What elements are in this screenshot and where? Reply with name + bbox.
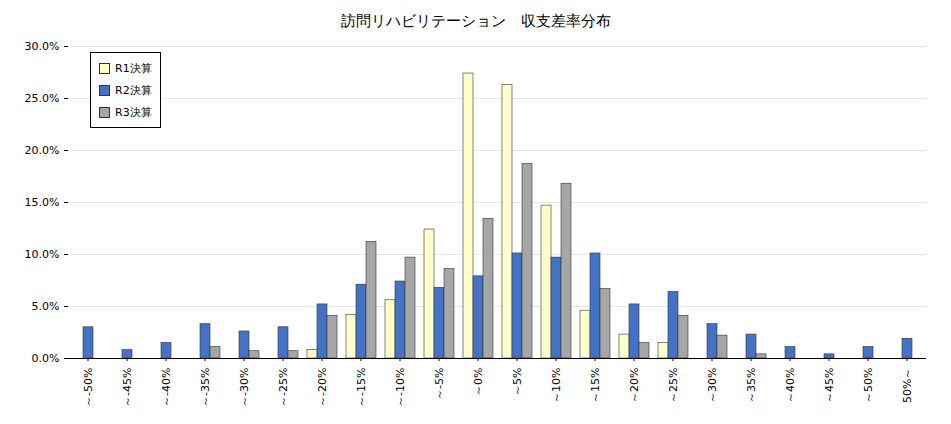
svg-text:～15%: ～15% — [589, 368, 602, 403]
svg-text:～-30%: ～-30% — [238, 368, 251, 407]
svg-text:～0%: ～0% — [472, 368, 485, 396]
svg-text:0.0%: 0.0% — [32, 352, 60, 365]
svg-text:～25%: ～25% — [667, 368, 680, 403]
svg-text:～45%: ～45% — [823, 368, 836, 403]
svg-text:～-45%: ～-45% — [121, 368, 134, 407]
svg-text:30.0%: 30.0% — [25, 40, 60, 53]
svg-text:20.0%: 20.0% — [25, 144, 60, 157]
html-text:訪問リハビリテーション 収支差率分布: 訪問リハビリテーション 収支差率分布 — [340, 12, 611, 30]
svg-text:～20%: ～20% — [628, 368, 641, 403]
svg-text:～30%: ～30% — [706, 368, 719, 403]
svg-text:～50%: ～50% — [862, 368, 875, 403]
svg-text:～-50%: ～-50% — [82, 368, 95, 407]
svg-text:25.0%: 25.0% — [25, 92, 60, 105]
svg-text:～-40%: ～-40% — [160, 368, 173, 407]
svg-text:～40%: ～40% — [784, 368, 797, 403]
svg-text:～-5%: ～-5% — [433, 368, 446, 400]
html-text:R3決算: R3決算 — [115, 105, 152, 119]
svg-text:～5%: ～5% — [511, 368, 524, 396]
svg-text:～35%: ～35% — [745, 368, 758, 403]
svg-text:～10%: ～10% — [550, 368, 563, 403]
svg-text:～-35%: ～-35% — [199, 368, 212, 407]
html-text:R2決算: R2決算 — [115, 83, 152, 97]
svg-text:50%～: 50%～ — [901, 368, 914, 403]
html-text:R1決算: R1決算 — [115, 61, 152, 75]
svg-text:15.0%: 15.0% — [25, 196, 60, 209]
svg-text:5.0%: 5.0% — [32, 300, 60, 313]
svg-text:～-15%: ～-15% — [355, 368, 368, 407]
svg-text:～-20%: ～-20% — [316, 368, 329, 407]
svg-text:10.0%: 10.0% — [25, 248, 60, 261]
svg-text:～-10%: ～-10% — [394, 368, 407, 407]
svg-text:～-25%: ～-25% — [277, 368, 290, 407]
